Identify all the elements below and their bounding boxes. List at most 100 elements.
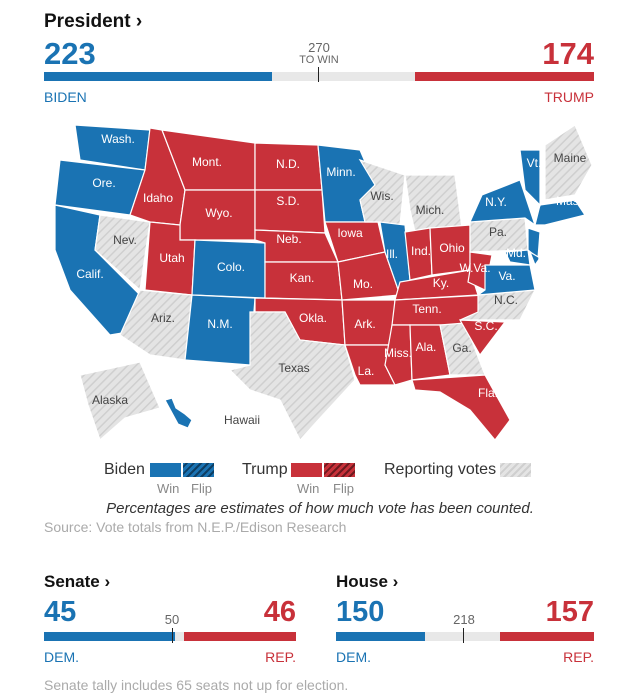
- estimate-note: Percentages are estimates of how much vo…: [106, 500, 534, 517]
- house-majority: 218: [453, 612, 475, 627]
- state-label: Mont.: [192, 155, 222, 169]
- state-label: Tenn.: [412, 302, 441, 316]
- state-label: Ohio: [439, 241, 465, 255]
- state-label: Maine: [554, 151, 587, 165]
- state-label: Okla.: [299, 311, 327, 325]
- state-label: N.M.: [207, 317, 232, 331]
- state-va[interactable]: [475, 264, 536, 296]
- state-n-y[interactable]: [469, 179, 537, 227]
- legend-biden-flip-swatch: [183, 463, 214, 477]
- state-label: Ky.: [433, 276, 449, 290]
- senate-rep-seats: 46: [263, 596, 296, 628]
- state-label: Mass.: [556, 194, 588, 208]
- state-label: Texas: [278, 361, 309, 375]
- biden-electoral-votes: 223: [44, 36, 96, 71]
- state-md[interactable]: [504, 249, 531, 266]
- state-label: Ind.: [411, 244, 431, 258]
- house-majority-marker: [463, 628, 464, 643]
- state-label: Wyo.: [205, 206, 232, 220]
- state-label: Utah: [159, 251, 184, 265]
- state-label: Hawaii: [224, 413, 260, 427]
- senate-majority: 50: [164, 612, 180, 627]
- state-label: Ark.: [354, 317, 375, 331]
- state-label: Mo.: [353, 277, 373, 291]
- state-del[interactable]: [528, 250, 541, 267]
- state-label: N.D.: [276, 157, 300, 171]
- state-label: Colo.: [217, 260, 245, 274]
- state-label: Ore.: [92, 176, 115, 190]
- state-label: Alaska: [92, 393, 128, 407]
- legend-trump: Trump: [242, 461, 288, 478]
- state-label: Mich.: [416, 203, 445, 217]
- senate-dem-seats: 45: [44, 596, 77, 628]
- legend-win-label: Win: [157, 481, 180, 496]
- state-label: Va.: [498, 269, 515, 283]
- biden-bar: [44, 72, 272, 81]
- senate-link[interactable]: Senate ›: [44, 572, 111, 591]
- senate-majority-marker: [172, 628, 173, 643]
- state-texas[interactable]: [228, 311, 356, 442]
- state-label: Ill.: [386, 247, 398, 261]
- house-link[interactable]: House ›: [336, 572, 399, 591]
- state-fla[interactable]: [411, 374, 511, 441]
- house-rep-bar: [500, 632, 594, 641]
- to-win-label: TO WIN: [299, 54, 339, 66]
- state-label: S.C.: [474, 319, 497, 333]
- state-label: Pa.: [489, 225, 507, 239]
- state-s-c[interactable]: [458, 319, 507, 357]
- legend-flip-label: Flip: [333, 481, 354, 496]
- state-label: Ga.: [452, 341, 471, 355]
- state-label: W.Va.: [459, 261, 490, 275]
- house-dem-seats: 150: [336, 596, 385, 628]
- to-win-number: 270: [308, 40, 330, 55]
- house-dem-bar: [336, 632, 425, 641]
- legend-biden: Biden: [104, 461, 145, 478]
- state-vt[interactable]: [519, 149, 541, 207]
- to-win-marker: [318, 67, 319, 82]
- state-label: N.C.: [494, 293, 518, 307]
- state-label: Neb.: [276, 232, 301, 246]
- house-rep-label: REP.: [563, 649, 594, 665]
- state-label: Miss.: [384, 346, 412, 360]
- legend-trump-flip-swatch: [324, 463, 355, 477]
- president-link[interactable]: President ›: [44, 11, 143, 32]
- house-dem-label: DEM.: [336, 649, 371, 665]
- state-label: Md.: [506, 246, 526, 260]
- state-wis[interactable]: [358, 158, 406, 226]
- state-ariz[interactable]: [119, 289, 193, 361]
- us-electoral-map: Wash. Ore. Calif. Nev. Idaho Mont. Wyo. Utah Ari…: [54, 124, 593, 442]
- senate-rep-bar: [184, 632, 296, 641]
- house-bar-track: [336, 632, 594, 641]
- state-alaska[interactable]: [79, 361, 161, 442]
- state-label: Calif.: [76, 267, 103, 281]
- state-maine[interactable]: [544, 124, 593, 201]
- state-wyo[interactable]: [179, 189, 256, 241]
- state-label: Idaho: [143, 191, 173, 205]
- state-label: Fla.: [478, 386, 498, 400]
- trump-electoral-votes: 174: [542, 36, 594, 71]
- legend-reporting-swatch: [500, 463, 531, 477]
- trump-bar: [415, 72, 594, 81]
- state-label: S.D.: [276, 194, 299, 208]
- legend-win-label: Win: [297, 481, 320, 496]
- state-label: Ariz.: [151, 311, 175, 325]
- senate-dem-bar: [44, 632, 175, 641]
- trump-label: TRUMP: [544, 89, 594, 105]
- electoral-bar-track: [44, 72, 594, 81]
- state-label: Minn.: [326, 165, 355, 179]
- state-label: Nev.: [113, 233, 137, 247]
- state-hawaii[interactable]: [164, 397, 193, 429]
- state-label: Iowa: [337, 226, 363, 240]
- state-label: N.Y.: [485, 195, 507, 209]
- state-mass[interactable]: [534, 199, 586, 226]
- legend-reporting: Reporting votes: [384, 461, 497, 478]
- legend-trump-win-swatch: [291, 463, 322, 477]
- senate-rep-label: REP.: [265, 649, 296, 665]
- legend-biden-win-swatch: [150, 463, 181, 477]
- source-note: Source: Vote totals from N.E.P./Edison R…: [44, 519, 347, 535]
- state-miss[interactable]: [384, 324, 413, 386]
- senate-dem-label: DEM.: [44, 649, 79, 665]
- state-label: Kan.: [290, 271, 315, 285]
- state-label: N.J.: [538, 232, 559, 246]
